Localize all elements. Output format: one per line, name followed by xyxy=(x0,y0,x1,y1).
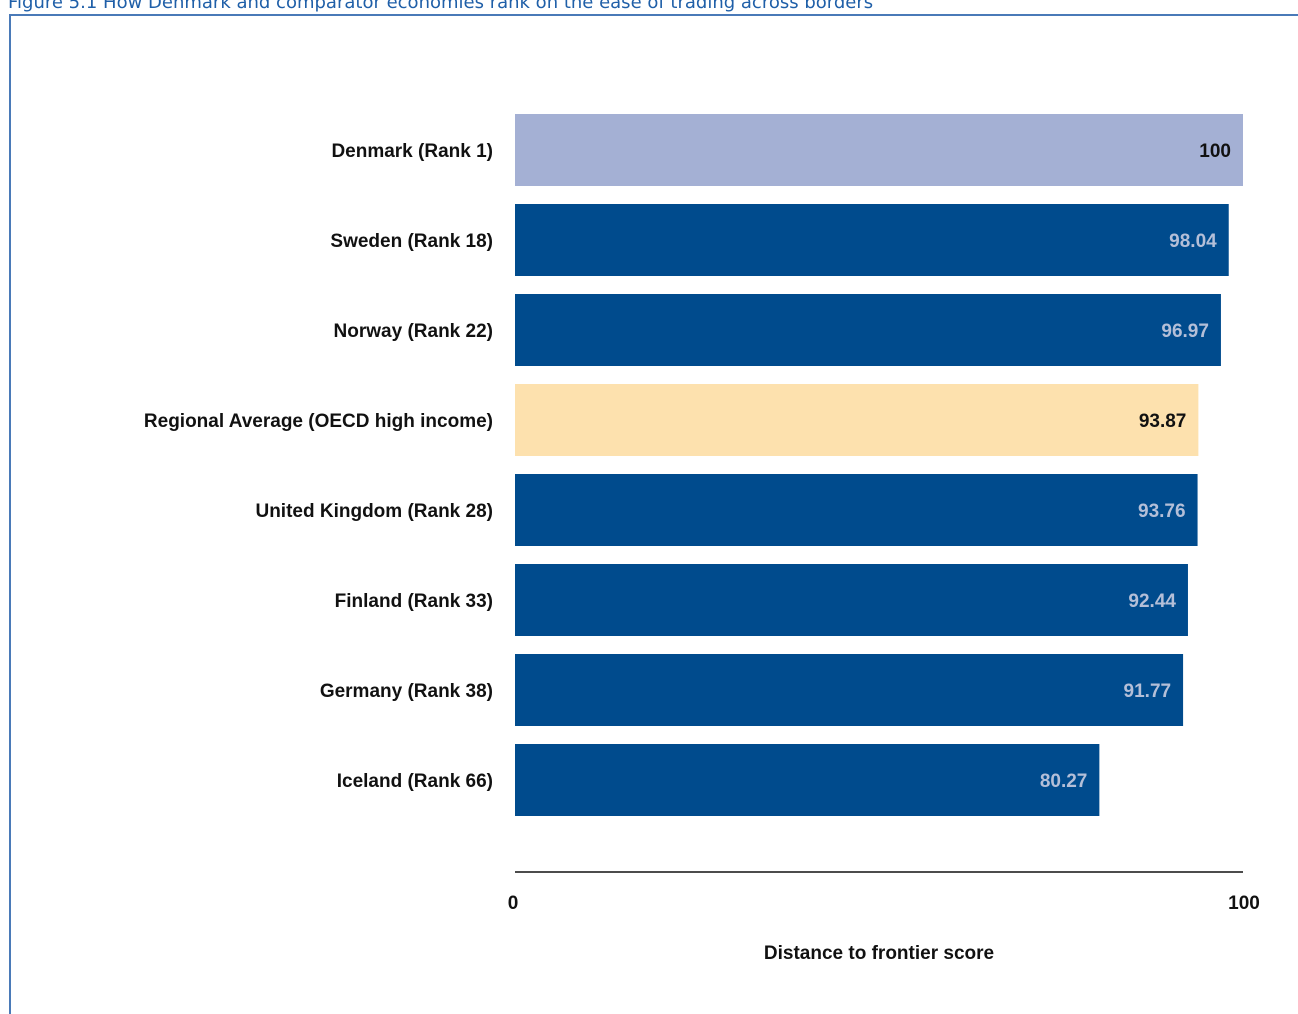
category-label: Sweden (Rank 18) xyxy=(330,231,493,252)
bar-2 xyxy=(515,294,1221,366)
x-axis-title: Distance to frontier score xyxy=(764,943,994,964)
bar-7 xyxy=(515,744,1099,816)
bar-1 xyxy=(515,204,1229,276)
x-tick-labels: 0 100 xyxy=(508,893,1260,914)
value-label: 92.44 xyxy=(1128,591,1176,612)
value-label: 100 xyxy=(1199,141,1231,162)
category-label: Norway (Rank 22) xyxy=(334,321,493,342)
value-label: 93.76 xyxy=(1138,501,1186,522)
category-label: Denmark (Rank 1) xyxy=(331,141,493,162)
bars-group xyxy=(515,114,1243,816)
category-label: Regional Average (OECD high income) xyxy=(144,411,493,432)
bar-6 xyxy=(515,654,1183,726)
value-label: 96.97 xyxy=(1161,321,1209,342)
value-label: 80.27 xyxy=(1040,771,1088,792)
x-tick-label: 100 xyxy=(1228,893,1260,914)
category-labels: Denmark (Rank 1) Sweden (Rank 18) Norway (… xyxy=(144,141,493,792)
bar-0 xyxy=(515,114,1243,186)
bar-3 xyxy=(515,384,1198,456)
category-label: Finland (Rank 33) xyxy=(335,591,493,612)
category-label: Germany (Rank 38) xyxy=(320,681,493,702)
value-label: 98.04 xyxy=(1169,231,1217,252)
value-label: 91.77 xyxy=(1124,681,1172,702)
bar-5 xyxy=(515,564,1188,636)
category-label: United Kingdom (Rank 28) xyxy=(255,501,493,522)
category-label: Iceland (Rank 66) xyxy=(337,771,493,792)
x-tick-label: 0 xyxy=(508,893,519,914)
value-label: 93.87 xyxy=(1139,411,1187,432)
bar-4 xyxy=(515,474,1198,546)
